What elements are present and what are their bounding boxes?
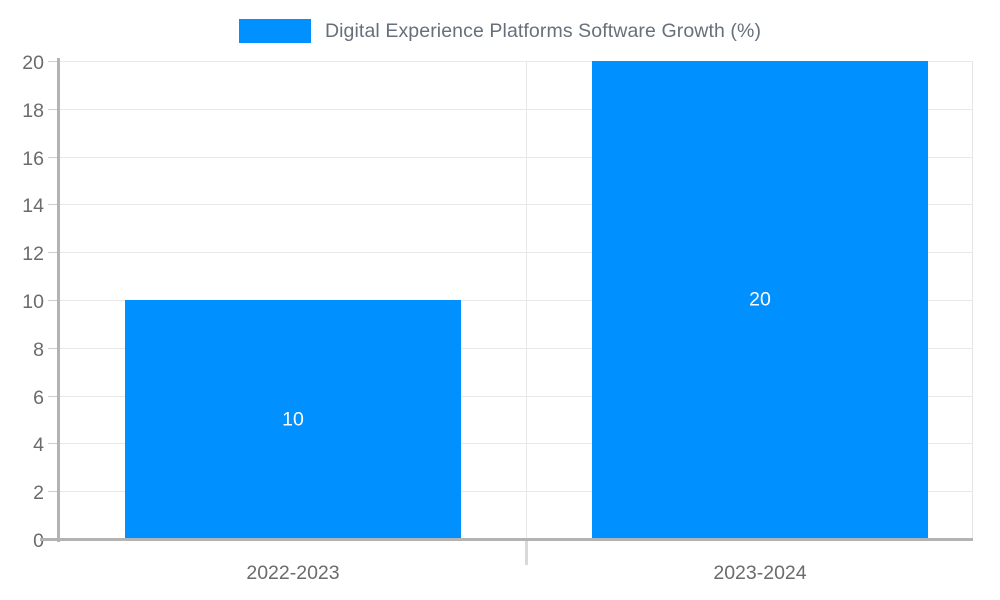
legend-label: Digital Experience Platforms Software Gr…: [324, 19, 762, 42]
y-axis-tick-mark: [48, 108, 57, 110]
y-axis-tick-mark: [48, 156, 57, 158]
y-tick-label: 14: [22, 195, 44, 218]
gridline-horizontal: [57, 443, 973, 445]
y-tick-label: 20: [22, 52, 44, 74]
y-tick-label: 4: [33, 434, 44, 457]
y-axis-tick-mark: [48, 395, 57, 397]
chart-legend: Digital Experience Platforms Software Gr…: [0, 12, 1000, 50]
gridline-horizontal: [57, 204, 973, 206]
y-tick-label: 18: [22, 99, 44, 122]
gridline-horizontal: [57, 61, 973, 62]
y-tick-label: 8: [33, 338, 44, 361]
gridline-horizontal: [57, 491, 973, 493]
x-tick-label-2022-2023: 2022-2023: [246, 562, 340, 584]
y-tick-label: 12: [22, 243, 44, 266]
gridline-horizontal: [57, 108, 973, 110]
y-tick-label: 0: [33, 530, 44, 552]
gridline-horizontal: [57, 156, 973, 158]
bar-value-label-2022-2023: 10: [282, 408, 304, 431]
y-axis-tick-mark: [48, 347, 57, 349]
y-axis-tick-mark: [48, 252, 57, 254]
y-axis-tick-labels: 20 18 16 14 12 10 8 6 4 2 0: [0, 0, 44, 600]
plot-area: 10 20: [57, 61, 973, 539]
bar-value-label-2023-2024: 20: [749, 288, 771, 311]
x-tick-label-2023-2024: 2023-2024: [713, 562, 807, 584]
y-axis-tick-mark: [48, 204, 57, 206]
gridline-horizontal: [57, 300, 973, 301]
x-axis-line: [40, 538, 973, 541]
y-tick-label: 16: [22, 147, 44, 170]
y-axis-tick-mark: [48, 443, 57, 445]
y-tick-label: 6: [33, 386, 44, 409]
legend-item-digital-experience-platforms-software-growth[interactable]: Digital Experience Platforms Software Gr…: [238, 19, 762, 43]
y-axis-tick-mark: [48, 61, 57, 62]
y-axis-tick-mark: [48, 300, 57, 301]
gridline-horizontal: [57, 347, 973, 349]
bar-2022-2023[interactable]: [125, 300, 461, 539]
gridline-horizontal: [57, 252, 973, 254]
bar-2023-2024[interactable]: [592, 61, 928, 539]
y-axis-tick-mark: [48, 491, 57, 493]
y-axis-line: [57, 58, 60, 542]
y-tick-label: 2: [33, 482, 44, 505]
gridline-horizontal: [57, 395, 973, 397]
legend-color-swatch-icon: [238, 19, 311, 43]
gridline-vertical: [526, 61, 527, 539]
x-axis-tick-mark: [525, 541, 528, 565]
y-tick-label: 10: [22, 291, 44, 313]
